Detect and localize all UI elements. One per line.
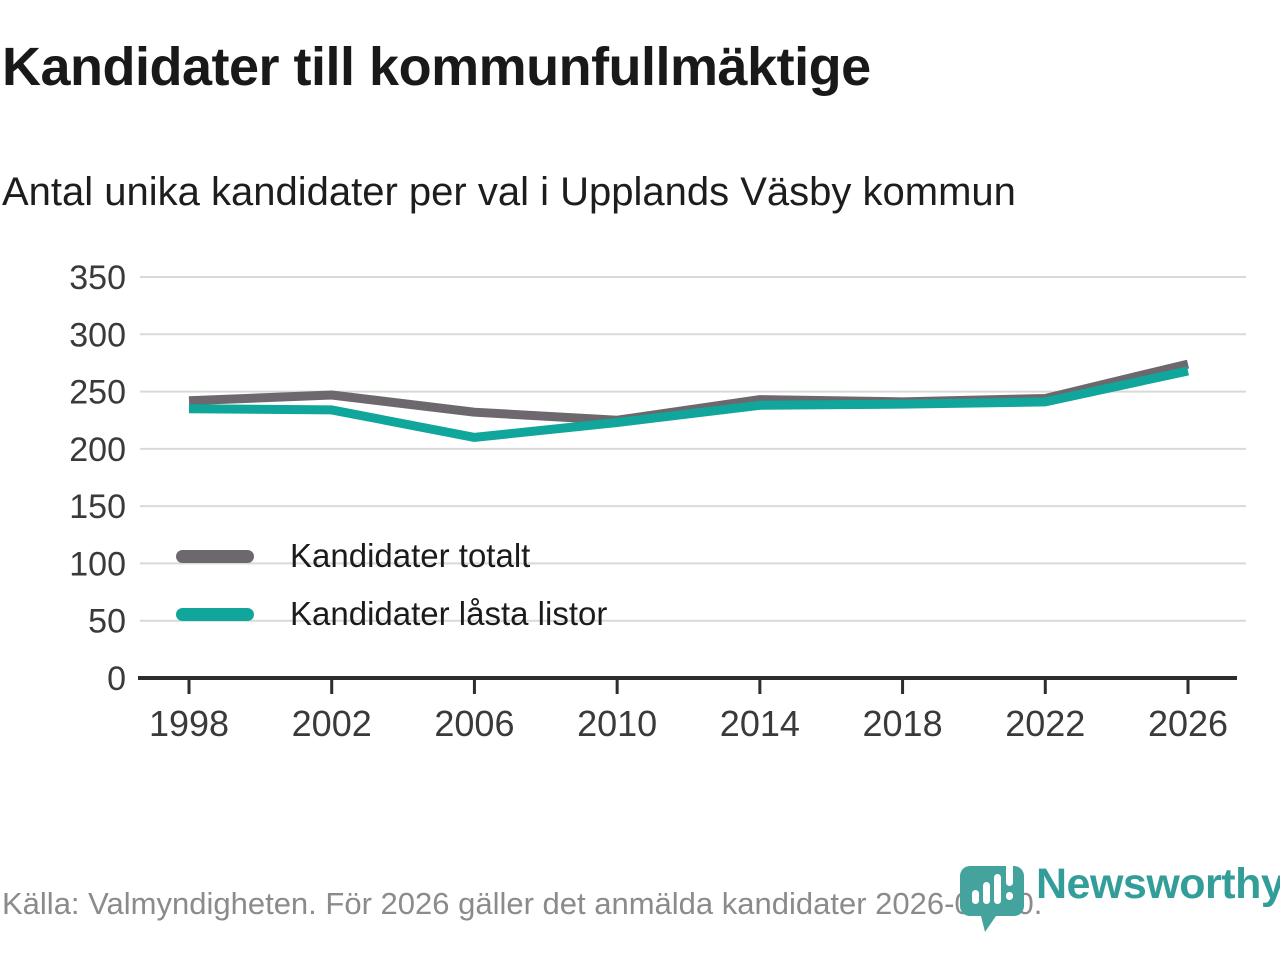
y-axis-tick-label: 50 [88,603,126,641]
page-title: Kandidater till kommunfullmäktige [2,37,871,97]
x-axis-tick-label: 2006 [434,703,514,744]
x-axis-tick-label: 2014 [720,703,800,744]
y-axis-tick-label: 350 [69,259,126,297]
x-axis-tick-label: 2018 [863,703,943,744]
newsworthy-pin-bar-chart-icon [960,860,1024,932]
newsworthy-logo: Newsworthy [958,852,1280,938]
chart-subtitle: Antal unika kandidater per val i Uppland… [2,170,1016,214]
source-note: Källa: Valmyndigheten. För 2026 gäller d… [2,886,1043,921]
x-axis-tick-label: 2010 [577,703,657,744]
legend-swatch-lasta-listor [176,607,254,621]
chart-legend: Kandidater totalt Kandidater låsta listo… [176,534,607,636]
y-axis-tick-label: 100 [69,545,126,583]
legend-swatch-totalt [176,549,254,563]
newsworthy-wordmark: Newsworthy [1036,860,1280,908]
legend-item-kandidater-lasta-listor: Kandidater låsta listor [176,592,607,636]
legend-item-kandidater-totalt: Kandidater totalt [176,534,607,578]
x-axis-tick-label: 1998 [149,703,229,744]
line-chart: 0 50 100 150 200 250 300 350 1998 2002 2006 2010 201… [69,259,1246,744]
x-axis-tick-label: 2002 [292,703,372,744]
y-axis-tick-label: 150 [69,488,126,526]
x-axis-tick-label: 2022 [1005,703,1085,744]
legend-label: Kandidater låsta listor [290,595,608,632]
y-axis-tick-label: 300 [69,316,126,354]
y-axis-tick-label: 200 [69,431,126,469]
x-axis-tick-label: 2026 [1148,703,1228,744]
y-axis-tick-label: 250 [69,374,126,412]
series-line-kandidater-l-sta-listor [188,366,1189,442]
legend-label: Kandidater totalt [290,537,531,574]
y-axis-tick-label: 0 [107,660,126,698]
